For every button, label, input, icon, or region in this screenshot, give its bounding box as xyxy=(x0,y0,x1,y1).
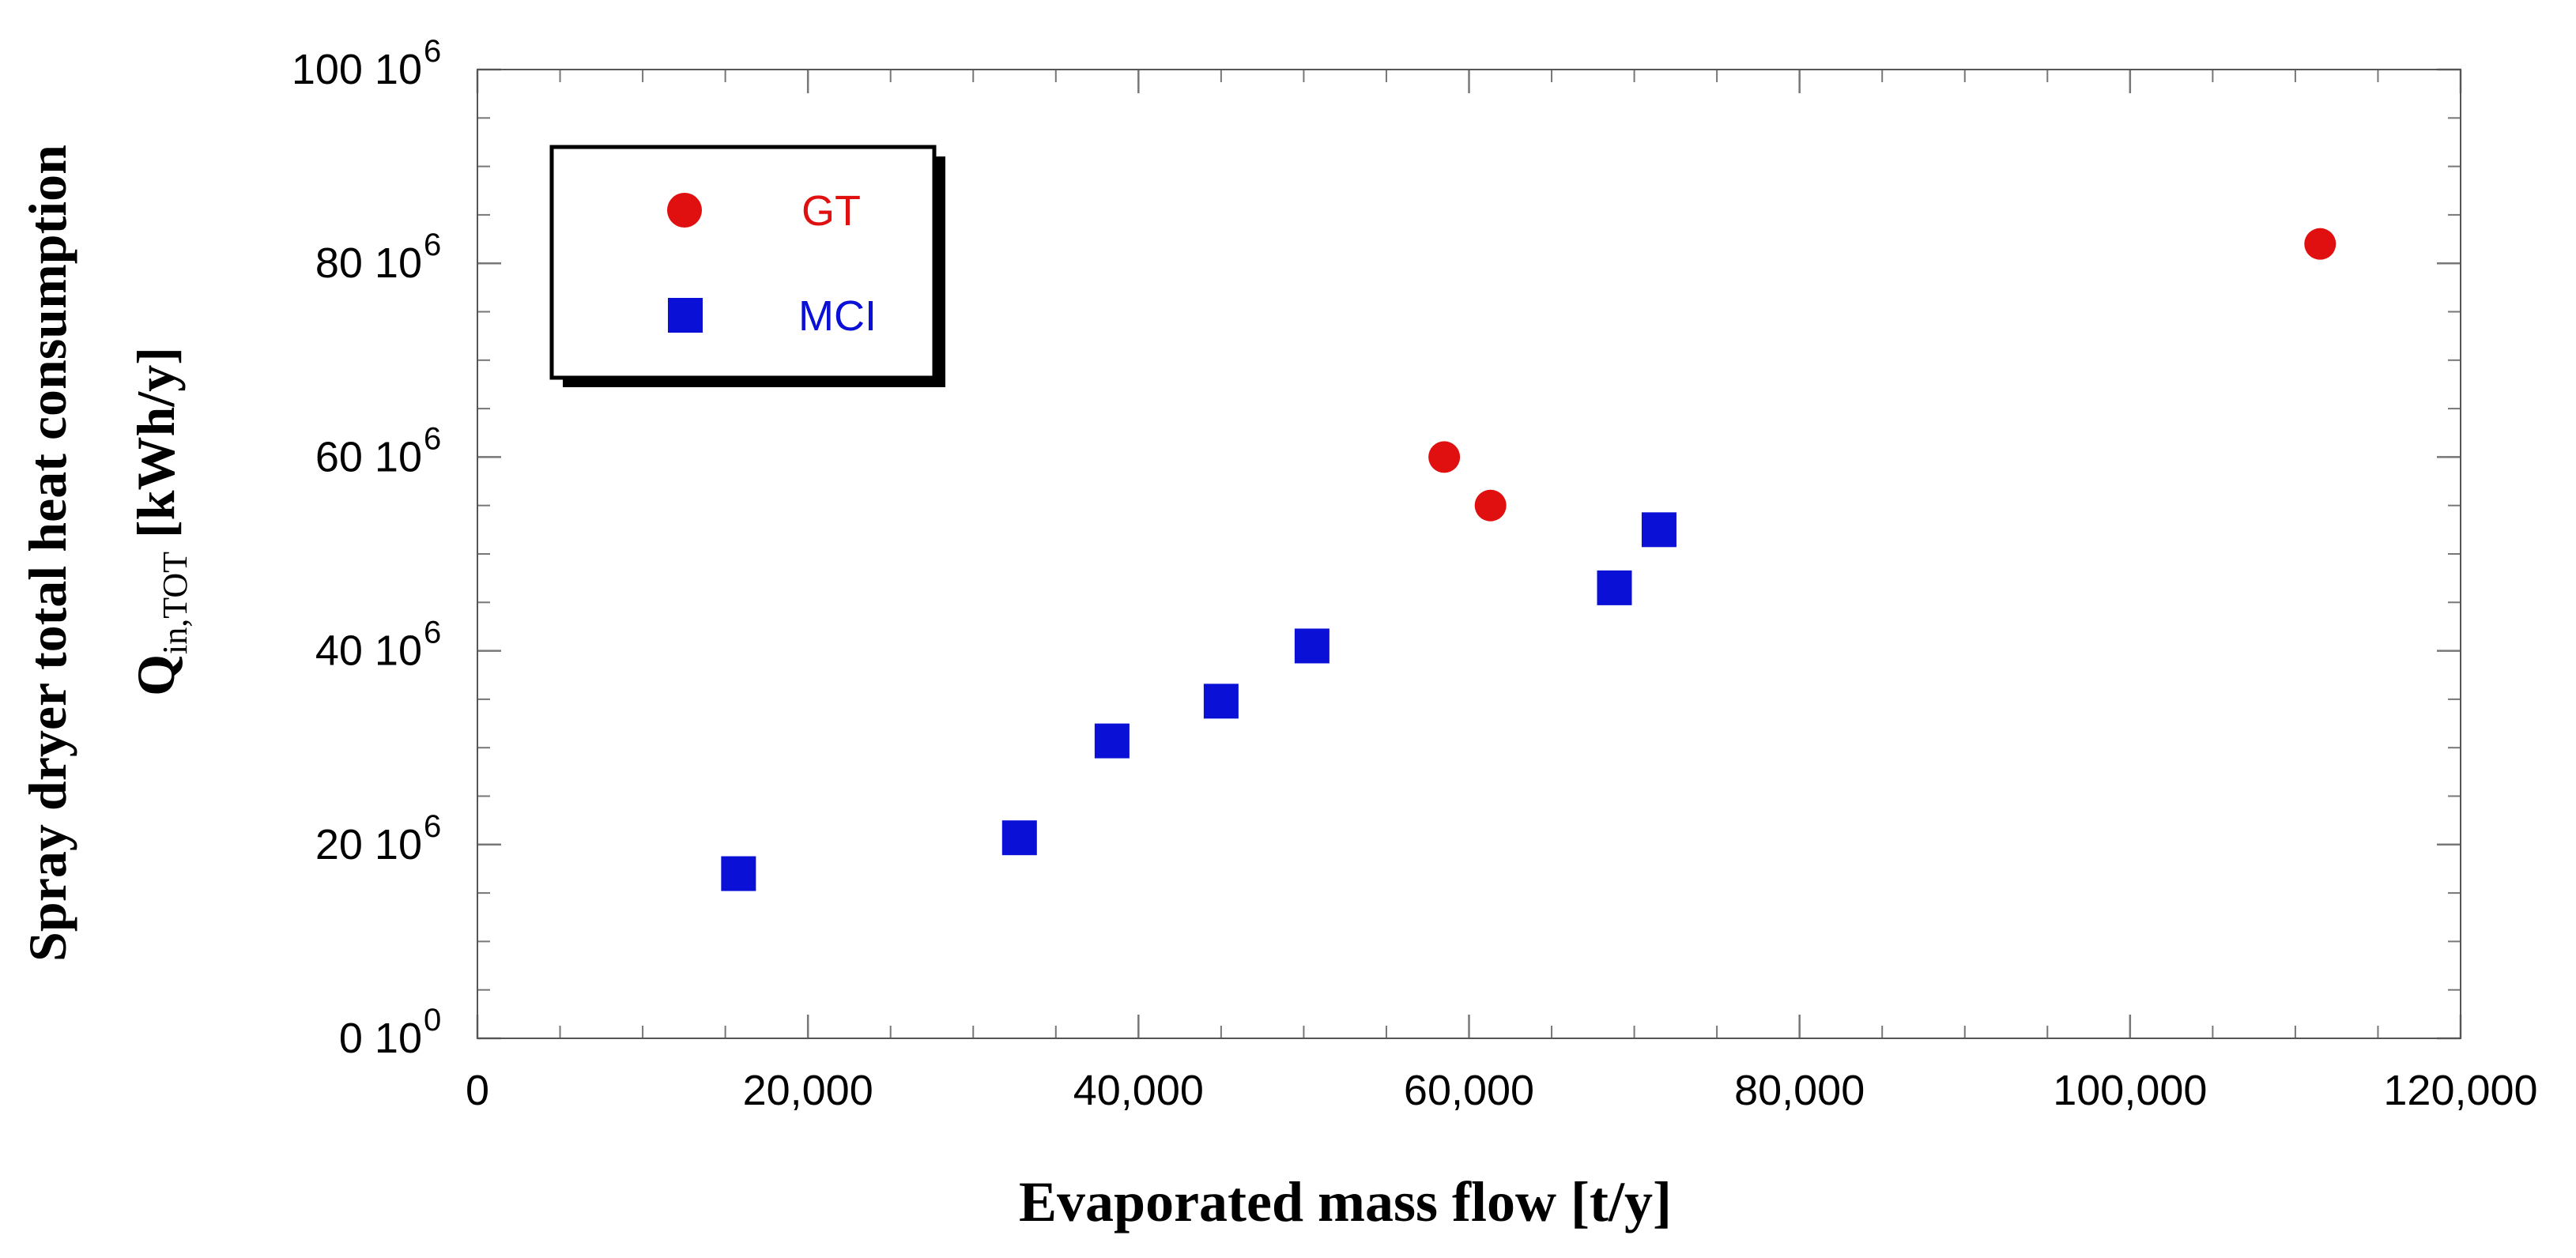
legend-box xyxy=(549,145,937,380)
x-tick-label: 20,000 xyxy=(743,1067,873,1114)
y-tick-label-exponent: 6 xyxy=(424,228,441,262)
x-tick-label: 120,000 xyxy=(2383,1067,2537,1114)
y-tick-label: 80 10 xyxy=(315,239,422,287)
y-axis-title-units: [kWh/y] xyxy=(126,347,186,552)
y-tick-label: 20 10 xyxy=(315,821,422,868)
y-tick-label: 60 10 xyxy=(315,433,422,480)
y-axis-title-subscript: in,TOT xyxy=(156,552,194,654)
y-tick-label-exponent: 6 xyxy=(424,809,441,844)
x-tick-label: 0 xyxy=(466,1067,489,1114)
gt-point xyxy=(1474,489,1507,522)
x-tick-label: 80,000 xyxy=(1734,1067,1865,1114)
x-axis-title: Evaporated mass flow [t/y] xyxy=(1019,1170,1672,1234)
mci-point xyxy=(1203,684,1239,719)
mci-point xyxy=(1597,570,1632,605)
y-axis-title-line1: Spray dryer total heat consumption xyxy=(17,145,77,962)
mci-point xyxy=(1094,723,1130,759)
y-tick-label-exponent: 6 xyxy=(424,34,441,69)
y-axis-title-q: Q xyxy=(126,654,186,696)
y-tick-label: 100 10 xyxy=(292,46,422,93)
legend-gt-label: GT xyxy=(801,187,861,235)
y-axis-title-line2: Qin,TOT [kWh/y] xyxy=(126,347,194,696)
data-points xyxy=(721,228,2337,891)
mci-point xyxy=(1641,512,1676,548)
x-tick-label: 100,000 xyxy=(2053,1067,2207,1114)
y-tick-label-exponent: 6 xyxy=(424,421,441,456)
y-tick-label-exponent: 0 xyxy=(424,1003,441,1038)
legend-mci-marker xyxy=(668,298,703,333)
plot-area-frame xyxy=(477,69,2461,1039)
legend-mci-label: MCI xyxy=(798,292,877,340)
legend: GT MCI xyxy=(549,145,945,387)
gt-point xyxy=(1428,441,1461,473)
x-tick-labels: 0 20,000 40,000 60,000 80,000 100,000 120,000 xyxy=(466,1067,2538,1114)
y-tick-label-exponent: 6 xyxy=(424,616,441,650)
x-tick-label: 40,000 xyxy=(1073,1067,1204,1114)
mci-point xyxy=(1001,820,1037,856)
y-tick-label: 40 10 xyxy=(315,627,422,675)
gt-point xyxy=(2304,228,2337,260)
legend-gt-marker xyxy=(667,193,702,228)
y-axis-title: Spray dryer total heat consumption Qin,T… xyxy=(17,145,194,962)
y-tick-label: 0 10 xyxy=(339,1015,422,1062)
x-tick-label: 60,000 xyxy=(1404,1067,1534,1114)
mci-point xyxy=(721,856,756,891)
mci-point xyxy=(1294,628,1329,664)
